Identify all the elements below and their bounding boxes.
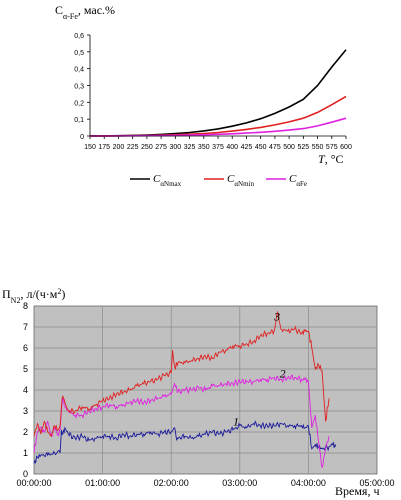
top-x-tick-label: 600 bbox=[340, 144, 352, 151]
bottom-x-tick-label: 01:00:00 bbox=[85, 478, 120, 488]
bottom-series-label-1: 1 bbox=[233, 415, 239, 429]
top-y-axis: 0 0,1 0,2 0,3 0,4 0,5 0,6 bbox=[74, 33, 90, 141]
bottom-series-line-1 bbox=[33, 420, 337, 465]
top-y-tick-label: 0,2 bbox=[74, 100, 84, 107]
bottom-series-line-3 bbox=[33, 310, 330, 438]
bottom-x-tick-label: 04:00:00 bbox=[291, 478, 326, 488]
bottom-xlabel: Время, ч bbox=[335, 484, 379, 498]
top-x-tick-label: 500 bbox=[283, 144, 295, 151]
bottom-y-tick-label: 8 bbox=[23, 301, 28, 311]
top-y-tick-label: 0,5 bbox=[74, 50, 84, 57]
top-y-tick-label: 0,3 bbox=[74, 84, 84, 91]
top-legend: CαNmax CαNmin CαFe bbox=[130, 173, 307, 188]
bottom-y-axis: 0 1 2 3 4 5 6 7 8 bbox=[23, 301, 28, 479]
bottom-series-labels: 1 2 3 bbox=[233, 310, 286, 429]
bottom-x-tick-label: 02:00:00 bbox=[154, 478, 189, 488]
top-x-tick-label: 175 bbox=[98, 144, 110, 151]
bottom-y-tick-label: 5 bbox=[23, 364, 28, 374]
top-y-tick-label: 0,1 bbox=[74, 117, 84, 124]
top-series-line-1 bbox=[90, 49, 347, 137]
bottom-y-tick-label: 4 bbox=[23, 385, 28, 395]
top-x-tick-label: 225 bbox=[127, 144, 139, 151]
bottom-x-axis: 00:00:00 01:00:00 02:00:00 03:00:00 04:00:00… bbox=[16, 478, 394, 488]
bottom-chart: ПN2, л/(ч·м2) 0 1 2 3 4 5 6 7 8 00:00:00 01:00:00… bbox=[2, 287, 395, 499]
bottom-ylabel: ПN2, л/(ч·м2) bbox=[2, 287, 65, 305]
bottom-series bbox=[33, 310, 337, 468]
bottom-y-tick-label: 1 bbox=[23, 448, 28, 458]
top-chart: Cα-Fe, мас.% 00,10,20,30,40,50,6 150 175 2… bbox=[55, 3, 352, 188]
top-series-line-3 bbox=[89, 117, 347, 137]
top-x-tick-label: 325 bbox=[184, 144, 196, 151]
bottom-series-line-2 bbox=[33, 374, 330, 468]
bottom-y-tick-label: 3 bbox=[23, 406, 28, 416]
top-x-tick-label: 250 bbox=[141, 144, 153, 151]
top-xlabel: T, °C bbox=[318, 152, 344, 166]
top-x-tick-label: 575 bbox=[326, 144, 338, 151]
bottom-y-tick-label: 6 bbox=[23, 343, 28, 353]
legend-label-3: CαFe bbox=[289, 173, 307, 188]
top-x-tick-label: 525 bbox=[297, 144, 309, 151]
bottom-x-tick-label: 00:00:00 bbox=[16, 478, 51, 488]
top-y-tick-label: 0 bbox=[80, 134, 84, 141]
bottom-x-tick-label: 05:00:00 bbox=[359, 478, 394, 488]
bottom-series-label-2: 2 bbox=[280, 366, 286, 380]
top-series-line-2 bbox=[89, 95, 347, 137]
top-x-tick-label: 450 bbox=[255, 144, 267, 151]
legend-label-1: CαNmax bbox=[153, 173, 182, 188]
top-x-tick-label: 550 bbox=[312, 144, 324, 151]
top-series bbox=[89, 49, 347, 137]
top-x-tick-label: 425 bbox=[241, 144, 253, 151]
top-ylabel: Cα-Fe, мас.% bbox=[55, 3, 115, 21]
top-x-axis: 150 175 200 225 250 275 300 325 350 375 400 425 450 4… bbox=[84, 136, 352, 151]
bottom-y-tick-label: 7 bbox=[23, 322, 28, 332]
top-y-tick-label: 0,4 bbox=[74, 67, 84, 74]
top-x-tick-label: 375 bbox=[212, 144, 224, 151]
bottom-y-tick-label: 2 bbox=[23, 427, 28, 437]
top-y-tick-label: 0,6 bbox=[74, 33, 84, 40]
top-x-tick-label: 350 bbox=[198, 144, 210, 151]
top-x-tick-label: 150 bbox=[84, 144, 96, 151]
bottom-x-tick-label: 03:00:00 bbox=[222, 478, 257, 488]
top-x-tick-label: 200 bbox=[113, 144, 125, 151]
bottom-series-label-3: 3 bbox=[273, 310, 280, 324]
top-x-tick-label: 400 bbox=[226, 144, 238, 151]
top-x-tick-label: 275 bbox=[155, 144, 167, 151]
top-x-tick-label: 475 bbox=[269, 144, 281, 151]
legend-label-2: CαNmin bbox=[227, 173, 254, 188]
top-x-tick-label: 300 bbox=[169, 144, 181, 151]
bottom-y-tick-label: 0 bbox=[23, 469, 28, 479]
